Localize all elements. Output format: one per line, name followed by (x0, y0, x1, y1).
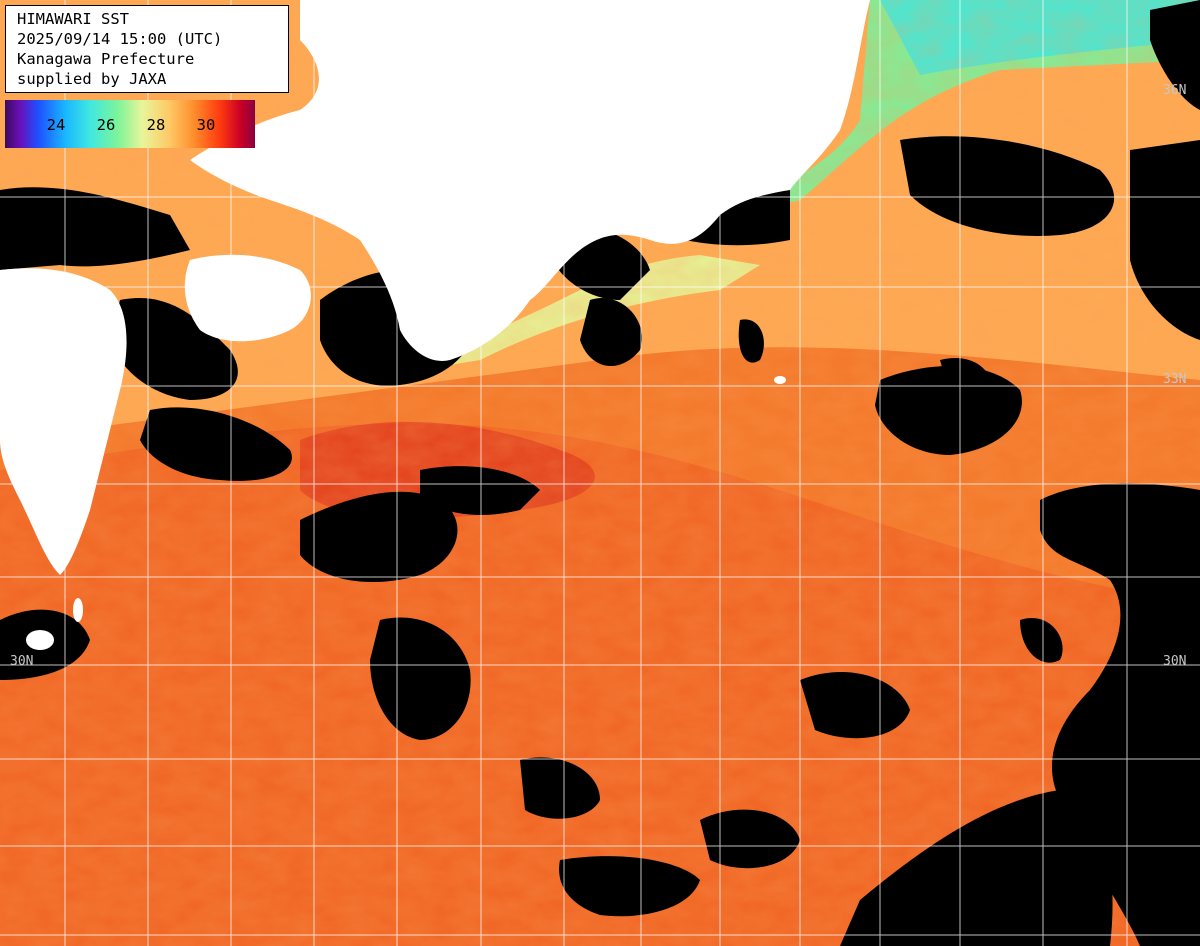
colorbar-tick-30: 30 (196, 116, 216, 134)
kyushu (0, 268, 127, 575)
region-name: Kanagawa Prefecture (17, 50, 195, 68)
lat-label-33n-right: 33N (1163, 372, 1187, 387)
observation-time: 2025/09/14 15:00 (UTC) (17, 30, 223, 48)
land-masses (0, 0, 870, 650)
data-credit: supplied by JAXA (17, 70, 167, 88)
colorbar-tick-24: 24 (46, 116, 66, 134)
product-title: HIMAWARI SST (17, 10, 129, 28)
shikoku (184, 254, 311, 342)
lat-label-30n-left: 30N (10, 654, 34, 669)
lat-label-30n-right: 30N (1163, 654, 1187, 669)
lat-label-36n-right: 36N (1163, 83, 1187, 98)
color-scale-bar (5, 100, 255, 148)
honshu (190, 0, 870, 361)
info-box: HIMAWARI SST 2025/09/14 15:00 (UTC) Kana… (5, 5, 289, 93)
colorbar-tick-26: 26 (96, 116, 116, 134)
colorbar-tick-28: 28 (146, 116, 166, 134)
